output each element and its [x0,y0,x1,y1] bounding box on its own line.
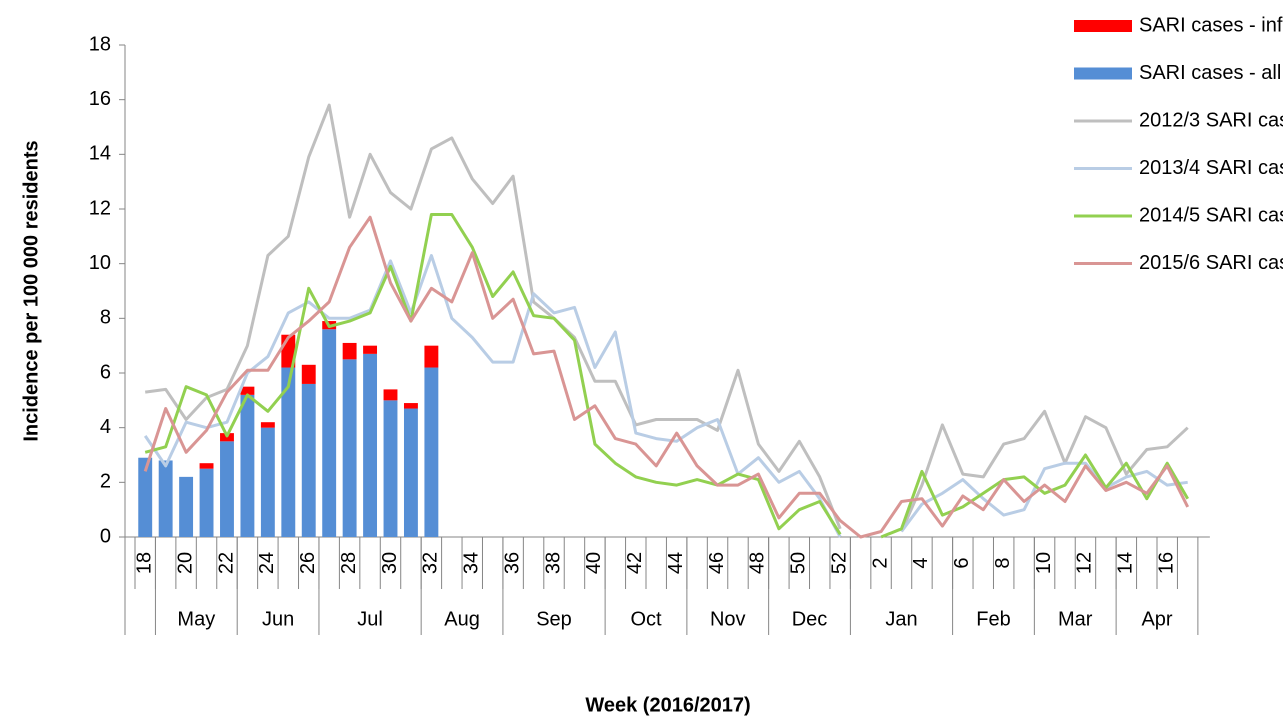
x-axis-label: Week (2016/2017) [585,694,750,716]
month-label: Apr [1141,608,1172,630]
x-tick-label: 8 [992,557,1014,568]
x-tick-label: 10 [1033,552,1055,574]
x-tick-label: 36 [501,552,523,574]
line-series [145,103,1189,533]
bar [260,427,275,537]
month-label: Nov [710,608,746,630]
bar [179,476,194,537]
bar [301,383,316,537]
x-tick-label: 42 [624,552,646,574]
y-tick-label: 8 [100,307,111,329]
bar [220,441,234,537]
bar [403,403,418,409]
y-tick-label: 14 [89,143,111,165]
x-tick-label: 20 [174,552,196,574]
bar [424,367,439,537]
bar [342,342,357,360]
month-label: Sep [536,608,572,630]
month-label: Jul [357,608,383,630]
line-series [143,254,1188,538]
x-tick-label: 38 [542,552,564,574]
bar [424,345,439,368]
line-series [144,213,1189,539]
y-tick-label: 4 [100,416,111,438]
line-series [143,215,1190,539]
x-tick-label: 24 [256,552,278,574]
x-tick-label: 14 [1115,552,1137,574]
x-tick-label: 44 [665,552,687,574]
bar [301,364,316,384]
x-tick-label: 48 [747,552,769,574]
bar [403,408,418,537]
bar [240,394,255,537]
bar [260,422,275,428]
bar [363,345,378,354]
month-label: Dec [792,608,828,630]
x-tick-label: 16 [1156,552,1178,574]
bar [281,367,296,537]
x-tick-label: 22 [215,552,237,574]
bar [322,329,337,537]
y-tick-label: 18 [89,33,111,55]
x-tick-label: 26 [297,552,319,574]
month-label: Oct [630,608,662,630]
x-tick-label: 18 [134,552,156,574]
y-tick-label: 10 [89,252,111,274]
month-label: Mar [1058,608,1093,630]
y-tick-label: 16 [89,88,111,110]
bar [240,386,255,395]
bar [383,400,398,537]
bar [138,457,153,537]
month-label: Jan [885,608,917,630]
y-tick-label: 6 [100,361,111,383]
x-tick-label: 52 [828,552,850,574]
x-tick-label: 28 [338,552,360,574]
bar [383,389,398,401]
legend-swatch [1074,20,1132,32]
month-label: May [177,608,215,630]
month-label: Feb [976,608,1010,630]
x-tick-label: 6 [951,557,973,568]
x-tick-label: 4 [910,557,932,568]
legend-label: SARI cases - all others [1139,62,1283,84]
x-tick-label: 34 [461,552,483,574]
bar [199,463,214,469]
legend-label: 2014/5 SARI cases [1139,204,1283,226]
bar [199,468,214,537]
bar [342,359,357,537]
bar [158,460,173,537]
y-tick-label: 0 [100,525,111,547]
legend-swatch [1074,67,1132,80]
month-label: Aug [444,608,480,630]
legend-label: 2012/3 SARI cases [1139,109,1283,131]
x-tick-label: 40 [583,552,605,574]
y-tick-label: 12 [89,197,111,219]
month-label: Jun [262,608,294,630]
x-tick-label: 30 [379,552,401,574]
x-tick-label: 46 [706,552,728,574]
x-tick-label: 2 [869,557,891,568]
y-tick-label: 2 [100,471,111,493]
x-tick-label: 12 [1074,552,1096,574]
x-tick-label: 32 [420,552,442,574]
y-axis-label: Incidence per 100 000 residents [20,140,42,441]
legend-label: 2015/6 SARI cases [1139,252,1283,274]
x-tick-label: 50 [788,552,810,574]
bar [363,353,378,537]
legend-label: 2013/4 SARI cases [1139,157,1283,179]
legend-label: SARI cases - influenza positive [1139,14,1283,36]
